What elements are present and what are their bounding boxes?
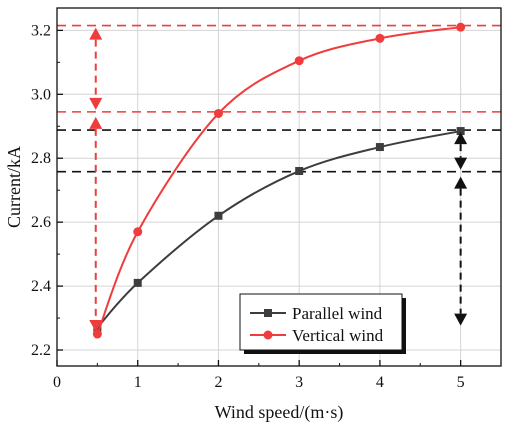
data-point-vertical-wind <box>213 108 223 118</box>
y-tick-label: 2.6 <box>31 214 51 231</box>
legend-box <box>239 293 403 351</box>
legend: Parallel wind Vertical wind <box>239 293 406 354</box>
plot-frame <box>56 7 502 367</box>
legend-label: Vertical wind <box>292 326 384 345</box>
arrowhead-icon <box>454 132 468 145</box>
x-tick-label: 1 <box>134 374 142 391</box>
arrowhead-icon <box>89 320 103 333</box>
x-tick-label: 5 <box>457 374 465 391</box>
x-tick-label: 3 <box>295 374 303 391</box>
data-point-parallel-wind <box>456 127 465 136</box>
data-point-parallel-wind <box>133 278 142 287</box>
data-point-vertical-wind <box>375 33 385 43</box>
x-tick-label: 2 <box>214 374 222 391</box>
y-tick-label: 2.8 <box>31 150 51 167</box>
data-point-vertical-wind <box>294 56 304 66</box>
data-point-parallel-wind <box>295 167 304 176</box>
series-group <box>92 22 466 339</box>
data-point-parallel-wind <box>214 211 223 220</box>
axis-tick-labels: 0 1 2 3 4 5 2.2 2.4 2.6 2.8 3.0 3.2 <box>31 22 465 391</box>
data-point-parallel-wind <box>375 143 384 152</box>
range-arrows <box>89 27 468 333</box>
arrowhead-icon <box>89 97 103 110</box>
arrowhead-icon <box>454 157 468 170</box>
arrowhead-icon <box>89 116 103 129</box>
x-axis-label: Wind speed/(m·s) <box>215 402 344 423</box>
y-tick-label: 3.0 <box>31 86 51 103</box>
legend-marker-square <box>264 309 272 317</box>
legend-label: Parallel wind <box>292 304 383 323</box>
x-tick-label: 0 <box>53 374 61 391</box>
data-point-vertical-wind <box>133 227 143 237</box>
data-point-vertical-wind <box>456 22 466 32</box>
arrowhead-icon <box>89 27 103 40</box>
arrowhead-icon <box>454 313 468 326</box>
data-point-vertical-wind <box>92 329 102 339</box>
y-tick-label: 2.2 <box>31 342 51 359</box>
axis-ticks <box>56 29 462 366</box>
legend-marker-circle <box>263 330 273 340</box>
arrowhead-icon <box>454 176 468 189</box>
x-tick-label: 4 <box>376 374 384 391</box>
y-tick-label: 2.4 <box>31 278 51 295</box>
y-axis-label: Current/kA <box>4 146 24 228</box>
y-tick-label: 3.2 <box>31 22 51 39</box>
